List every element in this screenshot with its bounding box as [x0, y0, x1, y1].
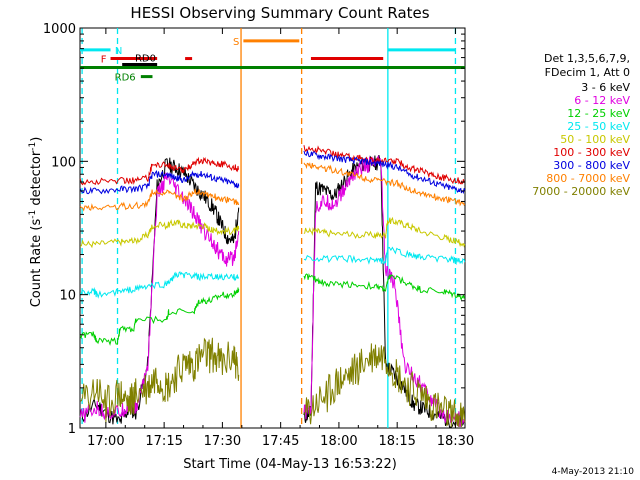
series-line	[303, 343, 466, 428]
chart-title: HESSI Observing Summary Count Rates	[130, 4, 429, 22]
x-tick-label: 17:30	[204, 434, 241, 449]
x-tick-label: 18:00	[320, 434, 357, 449]
y-axis-label: Count Rate (s-1 detector-1)	[28, 137, 44, 308]
series-line	[303, 145, 465, 185]
legend-entry: 50 - 100 keV	[560, 133, 630, 146]
legend-entry: 12 - 25 keV	[567, 107, 630, 120]
legend-entry: 800 - 7000 keV	[546, 172, 630, 185]
series-line	[303, 246, 466, 266]
y-axis-label-main: Count Rate (s	[29, 219, 44, 308]
series-line	[79, 157, 240, 425]
series-300-800-kev	[79, 150, 466, 195]
legend-entry: 7000 - 20000 keV	[532, 185, 630, 198]
axis-layer: 17:00 17:15 17:30 17:45 18:00 18:15 18:30 1 10 10…	[43, 22, 474, 449]
plot-area	[79, 27, 466, 429]
y-axis-label-mid: detector	[29, 150, 44, 210]
series-line	[79, 219, 240, 249]
series-line	[79, 172, 240, 423]
series-line	[80, 337, 240, 423]
series-25-50-kev	[79, 246, 466, 299]
series-line	[79, 156, 240, 186]
flag-label: S	[233, 37, 239, 48]
legend: Det 1,3,5,6,7,9, FDecim 1, Att 0 3 - 6 k…	[532, 52, 630, 198]
series-line	[303, 162, 466, 207]
x-tick-label: 17:00	[87, 434, 124, 449]
series-line	[79, 287, 240, 346]
x-tick-label: 18:30	[437, 434, 474, 449]
series-6-12-kev	[79, 154, 466, 428]
svg-text:Count Rate (s-1 detector-1): Count Rate (s-1 detector-1)	[28, 137, 44, 308]
series-line	[79, 188, 240, 212]
legend-entry: 25 - 50 keV	[567, 120, 630, 133]
plot-frame	[79, 27, 466, 429]
x-tick-label: 17:15	[145, 434, 182, 449]
y-axis-label-sup1: -1	[28, 210, 38, 219]
series-7000-20000-kev	[80, 337, 466, 428]
legend-header-line-2: FDecim 1, Att 0	[545, 66, 630, 79]
series-line	[303, 150, 466, 195]
series-50-100-kev	[79, 216, 466, 249]
y-tick-label: 1	[68, 422, 76, 437]
y-tick-label: 100	[51, 155, 76, 170]
series-line	[303, 154, 466, 428]
series-layer	[79, 145, 466, 428]
legend-header-line-1: Det 1,3,5,6,7,9,	[544, 52, 630, 65]
series-100-300-kev	[79, 145, 465, 186]
y-axis-label-end: )	[29, 137, 44, 142]
series-12-25-kev	[79, 272, 466, 346]
x-tick-label: 17:45	[262, 434, 299, 449]
legend-entry: 100 - 300 keV	[553, 146, 630, 159]
series-line	[303, 272, 466, 301]
series-line	[303, 216, 466, 248]
flag-layer: NF S RD0 RD6	[80, 28, 465, 428]
y-tick-label: 10	[59, 289, 76, 304]
flag-label: F	[101, 55, 107, 66]
series-line	[79, 169, 240, 195]
y-axis-label-sup2: -1	[28, 142, 38, 151]
legend-entry: 6 - 12 keV	[574, 94, 630, 107]
x-axis-label: Start Time (04-May-13 16:53:22)	[183, 457, 397, 472]
series-3-6-kev	[79, 155, 466, 428]
legend-entry: 300 - 800 keV	[553, 159, 630, 172]
x-tick-label: 18:15	[378, 434, 415, 449]
flag-label: RD6	[115, 73, 136, 84]
series-line	[79, 271, 239, 299]
y-tick-label: 1000	[43, 22, 76, 37]
flag-label: RD0	[135, 54, 156, 65]
flag-label: N	[115, 46, 122, 57]
series-800-7000-kev	[79, 162, 466, 212]
legend-entry: 3 - 6 keV	[581, 81, 630, 94]
footer-date: 4-May-2013 21:10	[552, 467, 635, 477]
